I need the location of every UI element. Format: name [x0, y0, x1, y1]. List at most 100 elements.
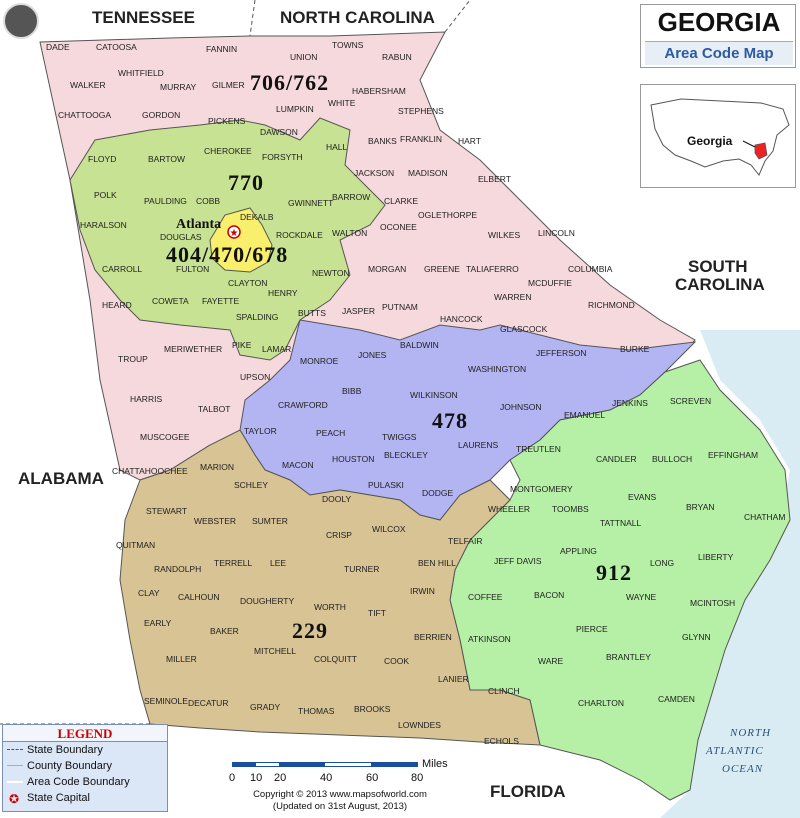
county-label: OCONEE	[380, 222, 417, 232]
county-label: FORSYTH	[262, 152, 303, 162]
county-label: MORGAN	[368, 264, 406, 274]
georgia-highlight	[754, 142, 768, 160]
scale-unit: Miles	[422, 758, 448, 770]
legend: LEGEND State Boundary County Boundary Ar…	[2, 724, 168, 812]
county-label: BERRIEN	[414, 632, 452, 642]
state-boundary-tn	[249, 0, 256, 37]
county-label: LANIER	[438, 674, 469, 684]
county-label: GWINNETT	[288, 198, 333, 208]
county-label: WILKINSON	[410, 390, 458, 400]
county-label: FAYETTE	[202, 296, 239, 306]
county-label: FLOYD	[88, 154, 116, 164]
county-label: MURRAY	[160, 82, 197, 92]
county-label: CHARLTON	[578, 698, 624, 708]
county-label: GORDON	[142, 110, 180, 120]
county-label: JACKSON	[354, 168, 394, 178]
county-label: MILLER	[166, 654, 197, 664]
county-label: BUTTS	[298, 308, 326, 318]
county-label: JONES	[358, 350, 387, 360]
county-label: HABERSHAM	[352, 86, 406, 96]
county-label: LUMPKIN	[276, 104, 314, 114]
county-label: HENRY	[268, 288, 298, 298]
legend-item-county-boundary: County Boundary	[3, 758, 167, 774]
county-label: WALKER	[70, 80, 106, 90]
area-code-912: 912	[596, 560, 632, 585]
county-label: BAKER	[210, 626, 239, 636]
county-label: STEPHENS	[398, 106, 444, 116]
legend-label: State Boundary	[27, 744, 103, 756]
county-label: HALL	[326, 142, 348, 152]
county-label: CLAYTON	[228, 278, 267, 288]
area-code-404: 404/470/678	[166, 242, 288, 267]
county-label: BARTOW	[148, 154, 185, 164]
county-label: DOOLY	[322, 494, 351, 504]
county-label: POLK	[94, 190, 117, 200]
county-label: CARROLL	[102, 264, 142, 274]
legend-item-state-capital: ✪ State Capital	[3, 790, 167, 806]
ocean-area	[660, 330, 800, 818]
county-label: THOMAS	[298, 706, 335, 716]
county-label: CHATTAHOOCHEE	[112, 466, 188, 476]
county-label: DODGE	[422, 488, 454, 498]
county-label: LEE	[270, 558, 286, 568]
label-north-carolina: NORTH CAROLINA	[280, 8, 435, 27]
county-label: DAWSON	[260, 127, 298, 137]
county-label: PICKENS	[208, 116, 246, 126]
county-label: COLQUITT	[314, 654, 357, 664]
county-label: HANCOCK	[440, 314, 483, 324]
copyright: Copyright © 2013 www.mapsofworld.com (Up…	[210, 789, 470, 813]
county-label: WARREN	[494, 292, 531, 302]
inset-label: Georgia	[687, 134, 733, 148]
county-label: ELBERT	[478, 174, 511, 184]
county-label: TOOMBS	[552, 504, 589, 514]
county-label: WALTON	[332, 228, 367, 238]
county-label: UNION	[290, 52, 317, 62]
area-code-478: 478	[432, 408, 468, 433]
legend-label: Area Code Boundary	[27, 776, 130, 788]
county-label: BRYAN	[686, 502, 715, 512]
county-label: GRADY	[250, 702, 281, 712]
county-label: CRAWFORD	[278, 400, 328, 410]
county-label: BARROW	[332, 192, 370, 202]
county-label: TALBOT	[198, 404, 230, 414]
county-boundary-symbol-icon	[7, 765, 23, 766]
ocean-label-3: OCEAN	[722, 763, 763, 775]
county-label: WAYNE	[626, 592, 657, 602]
ocean-label-1: NORTH	[729, 727, 771, 739]
county-label: GLYNN	[682, 632, 711, 642]
label-alabama: ALABAMA	[18, 469, 104, 488]
county-label: WHITE	[328, 98, 356, 108]
ocean-label-2: ATLANTIC	[705, 745, 764, 757]
county-labels: DADE CATOOSA WHITFIELD WALKER CHATTOOGA GORDO…	[46, 40, 785, 746]
county-label: WILKES	[488, 230, 520, 240]
scale-tick-60: 60	[366, 772, 379, 784]
county-label: HOUSTON	[332, 454, 374, 464]
scale-tick-0: 0	[229, 772, 236, 784]
county-label: CLARKE	[384, 196, 418, 206]
legend-item-state-boundary: State Boundary	[3, 742, 167, 758]
county-label: LIBERTY	[698, 552, 734, 562]
county-label: BACON	[534, 590, 564, 600]
county-label: BULLOCH	[652, 454, 692, 464]
county-label: TWIGGS	[382, 432, 417, 442]
county-label: WHITFIELD	[118, 68, 164, 78]
county-label: EFFINGHAM	[708, 450, 758, 460]
county-label: HEARD	[102, 300, 132, 310]
county-label: PULASKI	[368, 480, 404, 490]
county-label: GLASCOCK	[500, 324, 548, 334]
county-label: OGLETHORPE	[418, 210, 477, 220]
county-label: MCINTOSH	[690, 598, 735, 608]
county-label: CLINCH	[488, 686, 520, 696]
county-label: DEKALB	[240, 212, 274, 222]
county-label: BIBB	[342, 386, 362, 396]
county-label: COFFEE	[468, 592, 503, 602]
county-label: COLUMBIA	[568, 264, 613, 274]
county-label: FANNIN	[206, 44, 237, 54]
scale-tick-20: 20	[274, 772, 287, 784]
county-label: BROOKS	[354, 704, 391, 714]
county-label: TROUP	[118, 354, 148, 364]
county-label: STEWART	[146, 506, 187, 516]
county-label: LAMAR	[262, 344, 291, 354]
county-label: LONG	[650, 558, 674, 568]
